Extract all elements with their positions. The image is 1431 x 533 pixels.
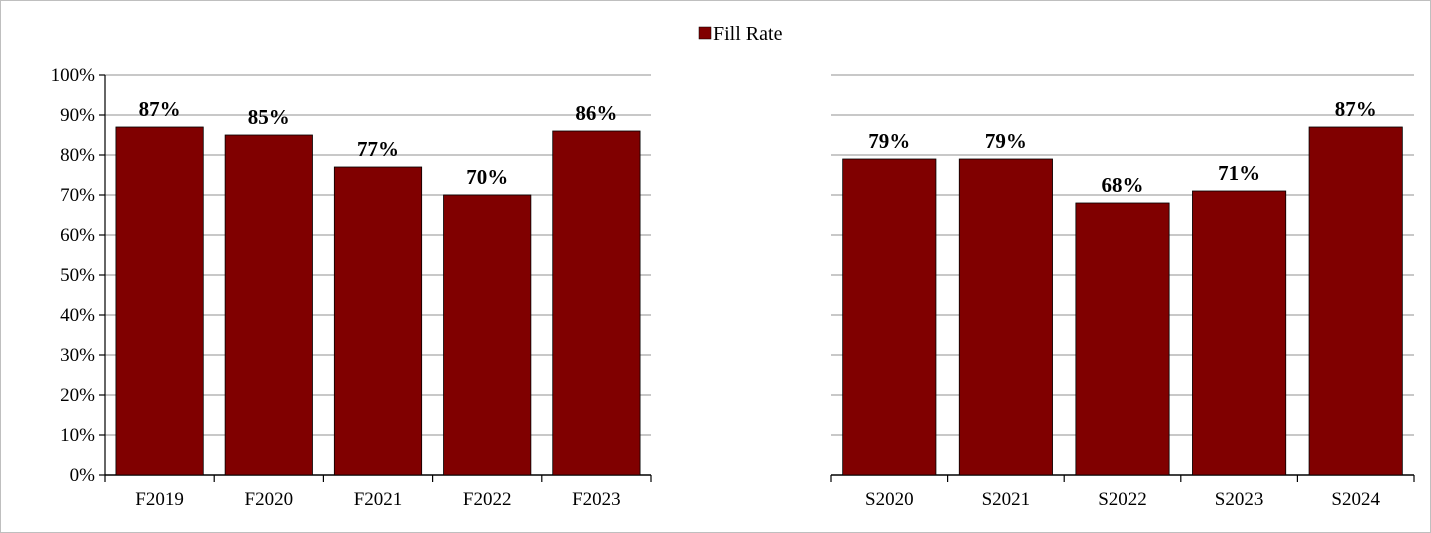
category-label-f2021: F2021 (354, 489, 403, 510)
bar-f2020 (224, 134, 313, 476)
y-tick-label: 0% (70, 465, 96, 486)
data-label-s2023: 71% (1218, 161, 1260, 185)
y-tick-label: 90% (60, 105, 95, 126)
bar-f2023 (552, 130, 641, 476)
y-tick-label: 100% (51, 65, 96, 86)
y-tick-label: 40% (60, 305, 95, 326)
y-tick-label: 10% (60, 425, 95, 446)
data-label-f2022: 70% (466, 165, 508, 189)
data-label-f2021: 77% (357, 137, 399, 161)
category-label-f2020: F2020 (245, 489, 294, 510)
chart-panel-spring: 79% S2020 79% S2021 68% S2022 71% S2023 87% S2024 (830, 74, 1415, 510)
chart-panel-fall: 0% 10% 20% 30% 40% 50% 60% 70% 80% 90% 100% 87% F201… (51, 65, 652, 510)
bar-s2020 (842, 158, 937, 476)
category-label-f2023: F2023 (572, 489, 621, 510)
legend-label-fill-rate: Fill Rate (713, 23, 783, 45)
legend: Fill Rate (698, 23, 783, 45)
bar-f2021 (333, 166, 423, 476)
category-label-f2019: F2019 (135, 489, 184, 510)
y-tick-label: 20% (60, 385, 95, 406)
data-label-f2020: 85% (248, 105, 290, 129)
bar-s2023 (1192, 190, 1287, 476)
data-label-s2020: 79% (868, 129, 910, 153)
bar-s2021 (958, 158, 1053, 476)
category-label-s2020: S2020 (865, 489, 914, 510)
category-label-s2023: S2023 (1215, 489, 1264, 510)
data-label-s2024: 87% (1335, 97, 1377, 121)
data-label-f2023: 86% (575, 101, 617, 125)
bar-s2022 (1075, 202, 1170, 476)
data-label-s2022: 68% (1102, 173, 1144, 197)
legend-swatch-fill-rate (698, 26, 712, 40)
y-tick-label: 30% (60, 345, 95, 366)
y-tick-label: 70% (60, 185, 95, 206)
category-label-f2022: F2022 (463, 489, 512, 510)
category-label-s2022: S2022 (1098, 489, 1147, 510)
y-tick-label: 50% (60, 265, 95, 286)
category-label-s2024: S2024 (1331, 489, 1380, 510)
y-tick-label: 60% (60, 225, 95, 246)
bar-f2022 (443, 194, 532, 476)
bar-s2024 (1308, 126, 1403, 476)
category-label-s2021: S2021 (982, 489, 1031, 510)
y-tick-label: 80% (60, 145, 95, 166)
data-label-f2019: 87% (139, 97, 181, 121)
data-label-s2021: 79% (985, 129, 1027, 153)
bar-f2019 (115, 126, 204, 476)
